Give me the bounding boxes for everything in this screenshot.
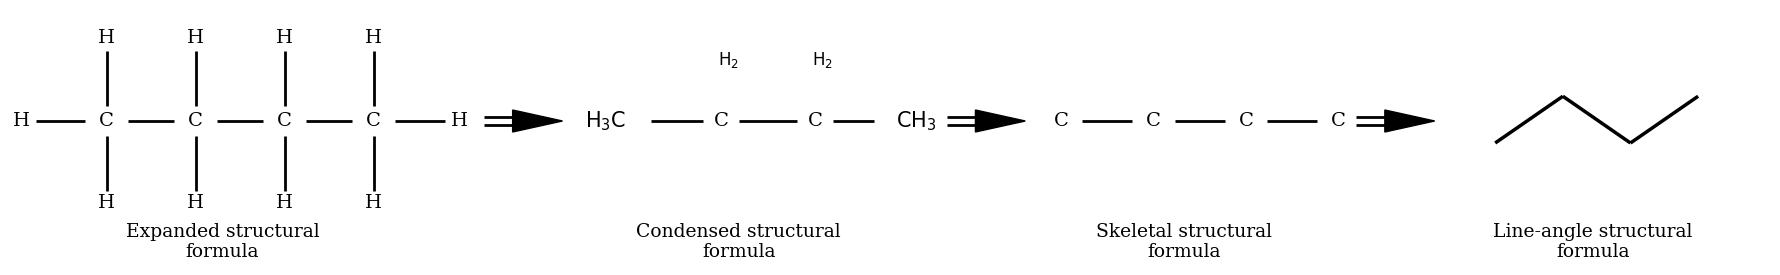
Text: C: C <box>1239 112 1253 130</box>
Text: H: H <box>187 194 205 213</box>
Text: C: C <box>1331 112 1346 130</box>
Text: C: C <box>714 112 728 130</box>
Text: $\mathrm{H_2}$: $\mathrm{H_2}$ <box>812 51 833 70</box>
Text: H: H <box>365 194 383 213</box>
Text: C: C <box>100 112 114 130</box>
Text: C: C <box>189 112 203 130</box>
Text: H: H <box>12 112 30 130</box>
Text: H: H <box>365 29 383 48</box>
Text: Line-angle structural
formula: Line-angle structural formula <box>1493 222 1693 262</box>
Text: H: H <box>187 29 205 48</box>
Polygon shape <box>975 110 1025 132</box>
Text: C: C <box>1054 112 1068 130</box>
Text: C: C <box>367 112 381 130</box>
Text: $\mathrm{H_3C}$: $\mathrm{H_3C}$ <box>584 109 627 133</box>
Text: C: C <box>278 112 292 130</box>
Polygon shape <box>1385 110 1435 132</box>
Text: H: H <box>98 194 116 213</box>
Text: H: H <box>450 112 468 130</box>
Polygon shape <box>513 110 562 132</box>
Text: H: H <box>98 29 116 48</box>
Text: C: C <box>1146 112 1161 130</box>
Text: $\mathrm{H_2}$: $\mathrm{H_2}$ <box>717 51 739 70</box>
Text: H: H <box>276 194 294 213</box>
Text: H: H <box>276 29 294 48</box>
Text: Skeletal structural
formula: Skeletal structural formula <box>1096 222 1271 262</box>
Text: Expanded structural
formula: Expanded structural formula <box>126 222 319 262</box>
Text: $\mathrm{CH_3}$: $\mathrm{CH_3}$ <box>897 109 936 133</box>
Text: C: C <box>808 112 822 130</box>
Text: Condensed structural
formula: Condensed structural formula <box>637 222 840 262</box>
